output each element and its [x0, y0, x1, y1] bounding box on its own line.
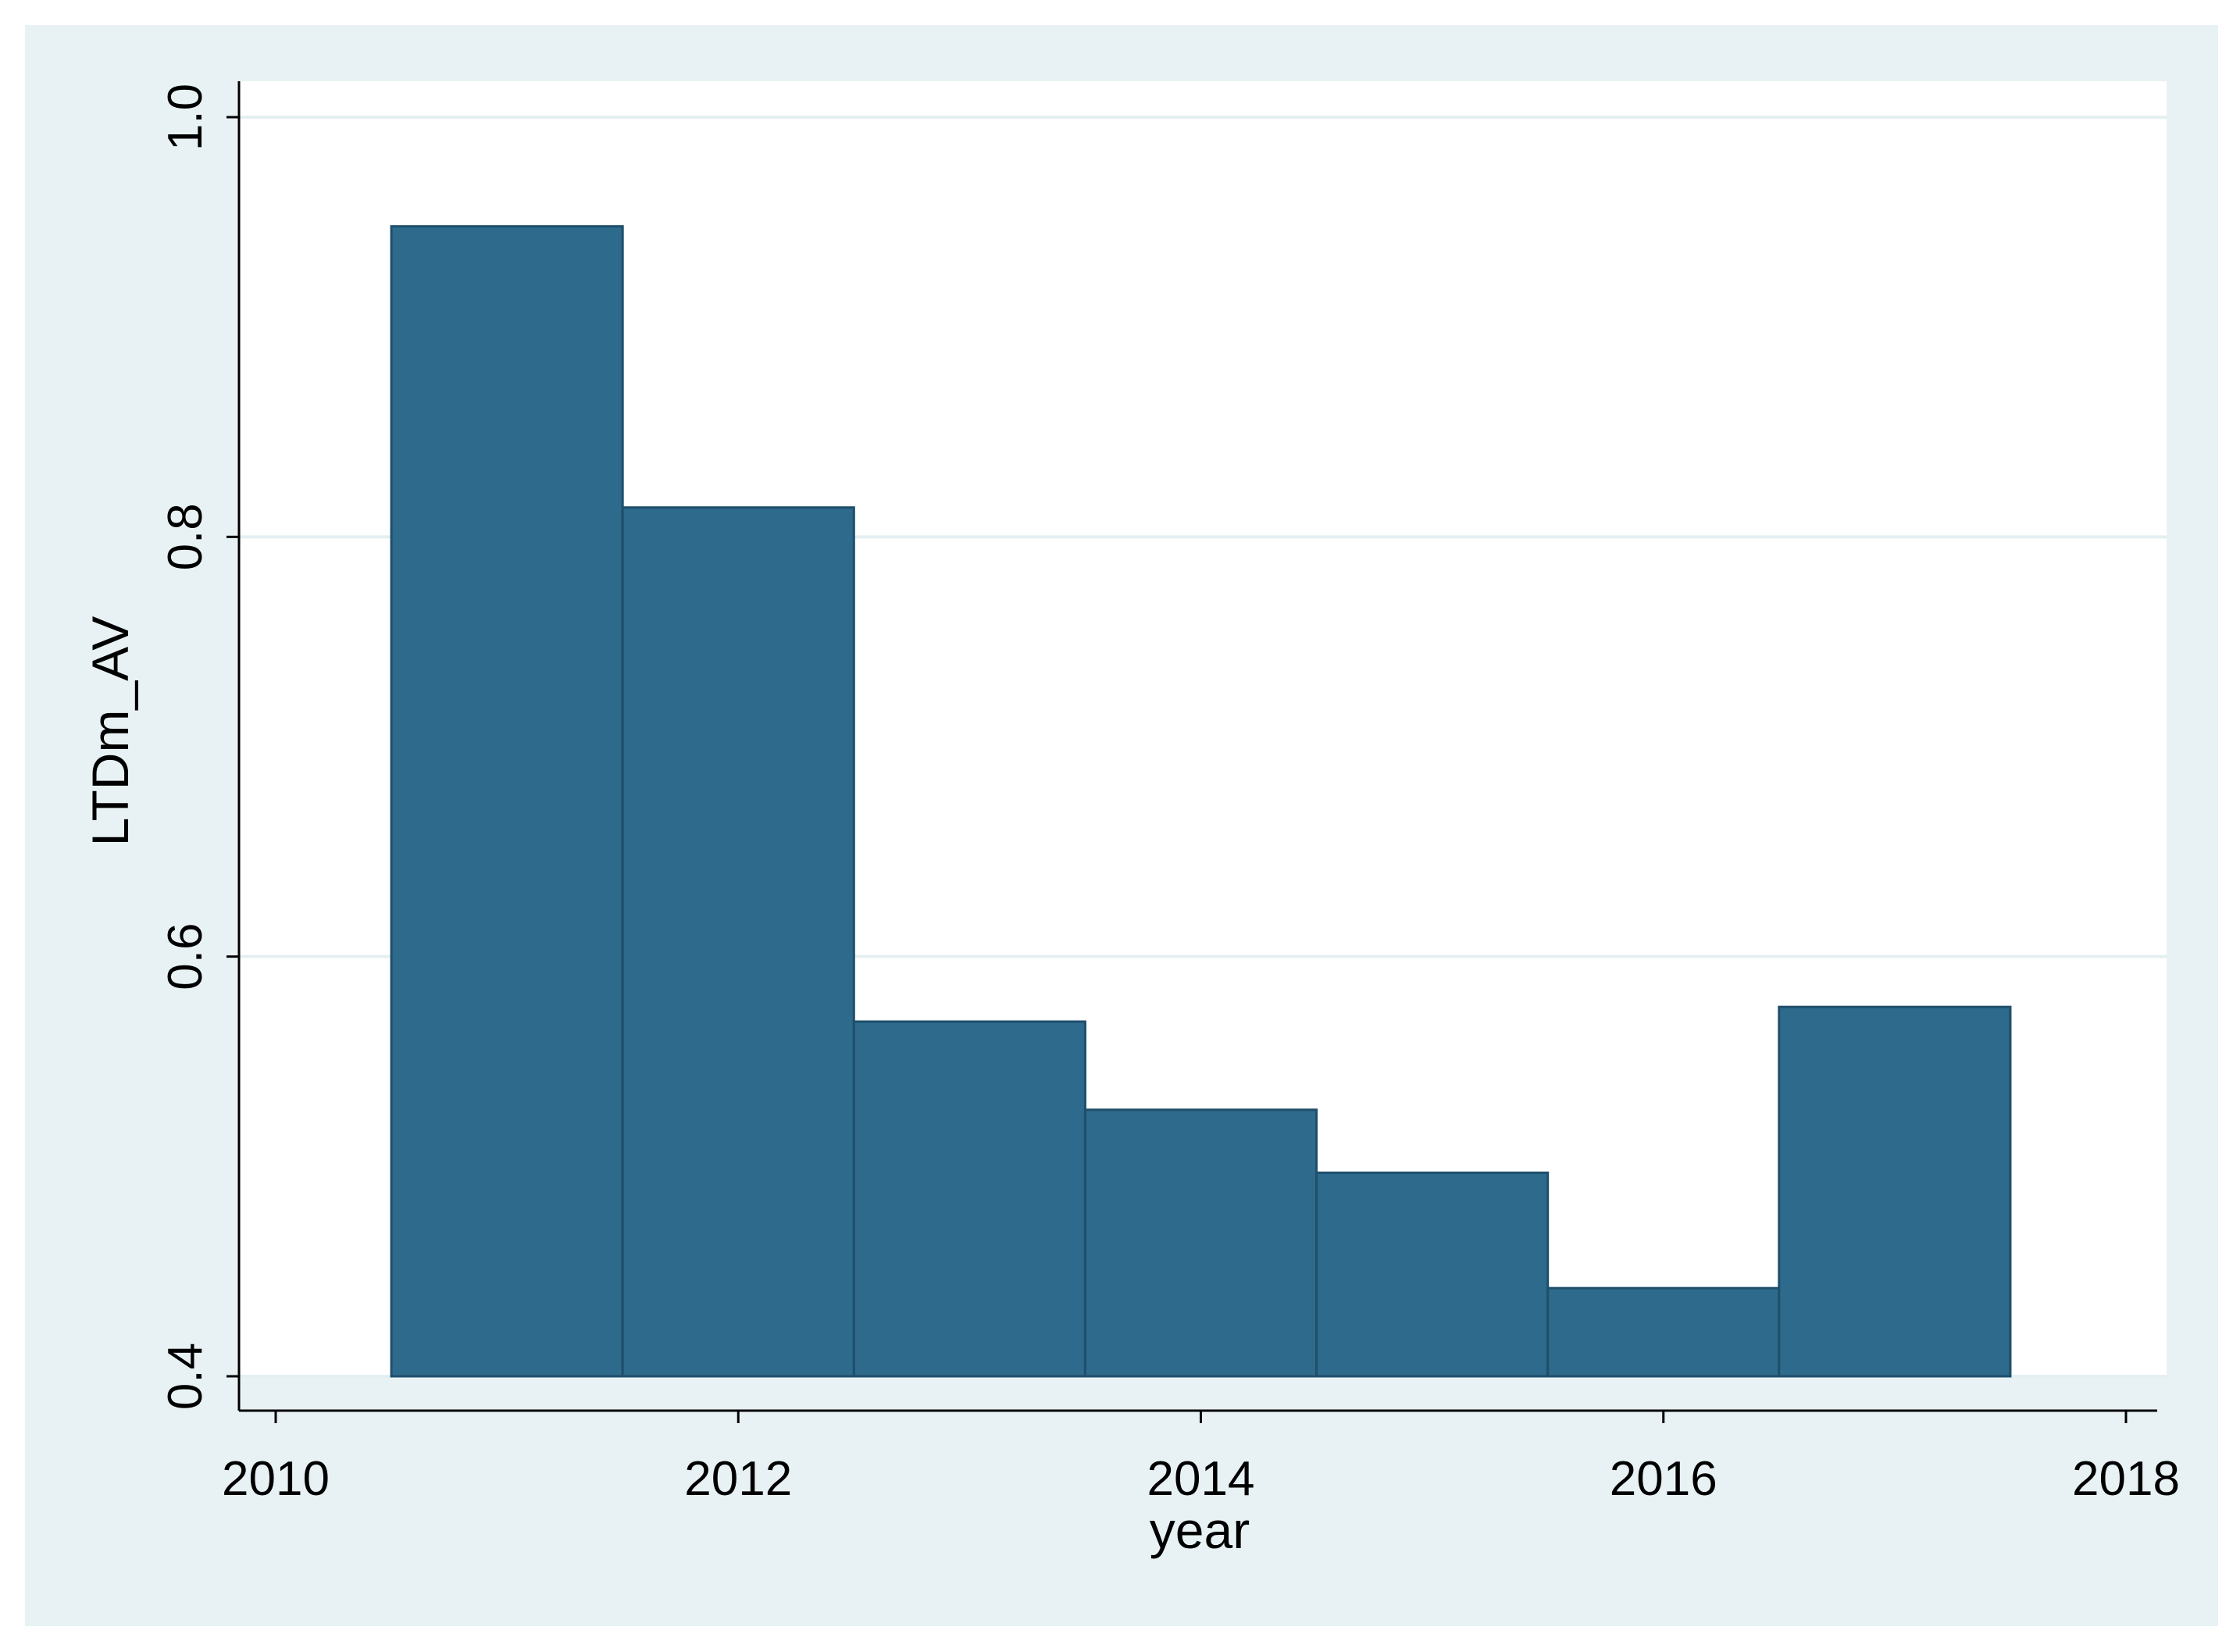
y-axis-label: LTDm_AV	[81, 616, 139, 847]
x-tick-label: 2018	[2072, 1452, 2180, 1506]
bar-2017	[1778, 1005, 2012, 1378]
x-tick-label: 2014	[1147, 1452, 1255, 1506]
x-tick-label: 2012	[684, 1452, 792, 1506]
x-axis-label: year	[1150, 1501, 1250, 1559]
y-tick-label: 0.6	[159, 923, 212, 990]
bar-2012	[621, 506, 855, 1378]
bar-2013	[852, 1020, 1086, 1378]
bar-2016	[1546, 1286, 1781, 1378]
bar-2015	[1315, 1171, 1550, 1378]
y-tick-label: 0.8	[159, 503, 212, 570]
x-tick-label: 2010	[222, 1452, 330, 1506]
axes	[237, 81, 2157, 1412]
ticks: 0.4 0.6 0.8 1.0 2010 2012 2014 2016 2018	[159, 84, 2180, 1506]
y-tick-label: 1.0	[159, 84, 212, 151]
bar-2011	[390, 225, 624, 1378]
y-tick-label: 0.4	[159, 1343, 212, 1410]
bar-2014	[1083, 1108, 1318, 1378]
x-tick-label: 2016	[1610, 1452, 1717, 1506]
bars	[390, 225, 2012, 1378]
